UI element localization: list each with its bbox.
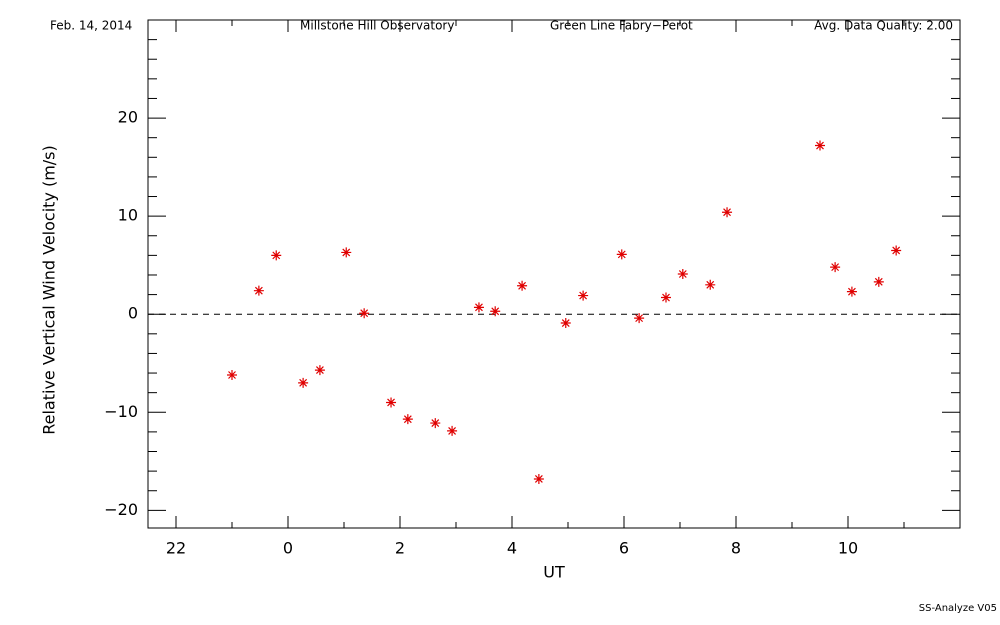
- point: [873, 276, 884, 287]
- point: [677, 269, 688, 279]
- point: [560, 318, 571, 329]
- x-tick-label: 4: [507, 539, 517, 558]
- point: [227, 370, 237, 381]
- header-site: Millstone Hill Observatory: [300, 19, 454, 33]
- point: [891, 245, 902, 256]
- y-tick-label: −10: [104, 402, 138, 421]
- point: [815, 140, 825, 151]
- point: [846, 286, 857, 297]
- header-instrument: Green Line Fabry−Perot: [550, 19, 693, 33]
- y-axis-label: Relative Vertical Wind Velocity (m/s): [40, 145, 59, 435]
- point: [533, 473, 544, 484]
- point: [447, 425, 458, 436]
- point: [830, 262, 841, 273]
- point: [616, 249, 627, 260]
- point: [634, 313, 645, 324]
- y-tick-label: 20: [118, 108, 138, 127]
- point: [253, 285, 264, 296]
- x-tick-label: 8: [731, 539, 741, 558]
- x-tick-label: 10: [838, 539, 858, 558]
- point: [271, 250, 282, 261]
- y-tick-label: 0: [128, 304, 138, 323]
- point: [661, 292, 671, 303]
- point: [517, 280, 528, 291]
- point: [705, 279, 716, 290]
- point: [578, 290, 589, 301]
- x-tick-label: 6: [619, 539, 629, 558]
- point: [722, 207, 733, 218]
- point: [386, 397, 397, 408]
- point: [490, 306, 501, 317]
- plot-frame: [147, 19, 961, 529]
- point: [359, 308, 370, 319]
- point: [341, 247, 352, 258]
- y-tick-label: 10: [118, 206, 138, 225]
- x-tick-label: 2: [395, 539, 405, 558]
- point: [314, 365, 325, 376]
- footer: SS-Analyze V05: [919, 603, 997, 614]
- y-tick-label: −20: [104, 500, 138, 519]
- point: [402, 414, 413, 425]
- point: [298, 377, 309, 388]
- x-tick-label: 0: [283, 539, 293, 558]
- x-axis-label: UT: [543, 563, 565, 582]
- point: [430, 418, 441, 429]
- header-quality: Avg. Data Quality: 2.00: [814, 19, 953, 33]
- header-date: Feb. 14, 2014: [50, 19, 132, 33]
- point: [473, 302, 484, 313]
- x-tick-label: 22: [166, 539, 186, 558]
